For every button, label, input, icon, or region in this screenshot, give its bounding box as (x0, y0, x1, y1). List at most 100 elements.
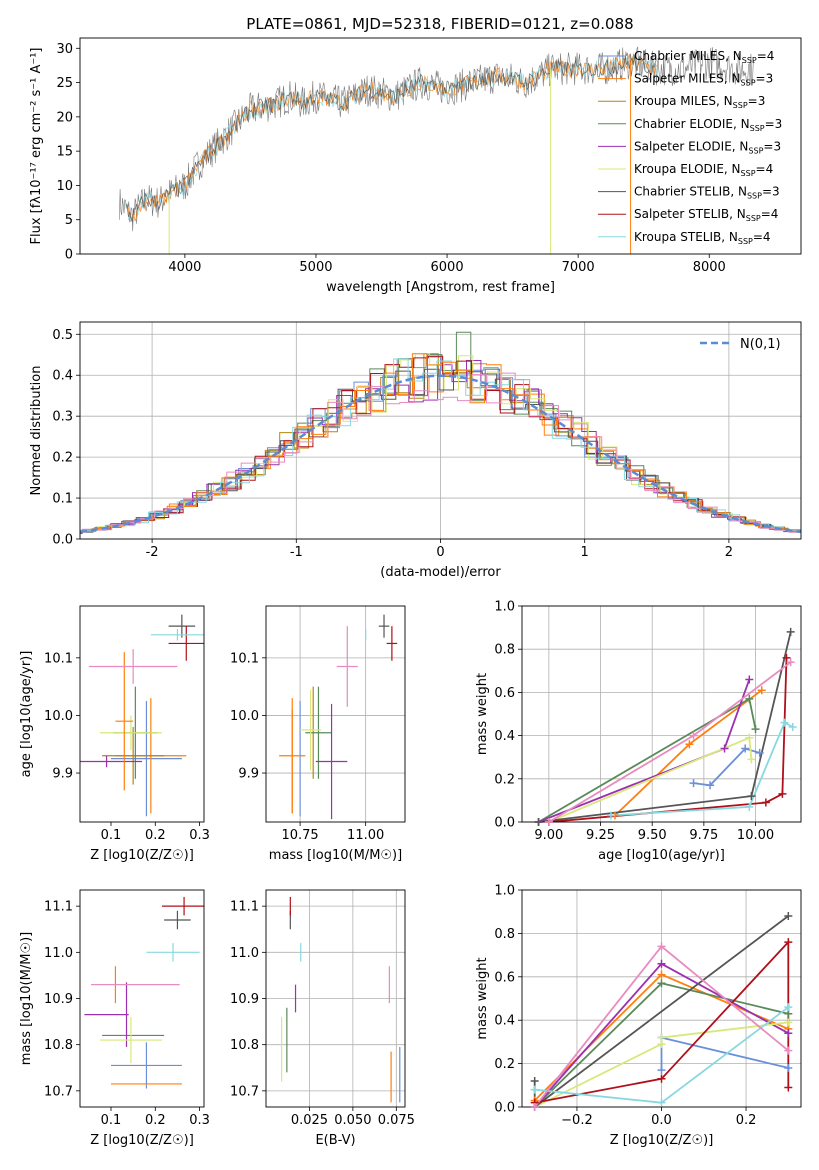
weight-point-marker (761, 798, 770, 807)
x-tick-label: 9.00 (534, 828, 563, 843)
x-axis-label: E(B-V) (315, 1133, 355, 1148)
y-tick-label: 0.2 (494, 772, 515, 787)
weight-point-marker (784, 1046, 793, 1055)
y-tick-label: 0.2 (52, 451, 73, 466)
x-axis-label: (data-model)/error (380, 565, 501, 580)
y-tick-label: 5 (65, 213, 73, 228)
plot-area (538, 631, 794, 822)
axes-frame (265, 889, 406, 1108)
y-axis-label: mass weight (475, 673, 490, 755)
x-axis-label: mass [log10(M/M☉)] (269, 848, 402, 863)
x-tick-label: 0.050 (334, 1113, 371, 1128)
y-tick-label: 10 (56, 179, 73, 194)
weight-point-marker (657, 1033, 666, 1042)
weight-point-marker (784, 938, 793, 947)
weight-point-marker (685, 740, 694, 749)
legend-subscript: SSP (741, 169, 756, 178)
weight-series-line (548, 661, 792, 822)
legend-label: Salpeter ELODIE, NSSP=3 (634, 139, 781, 155)
model-spectrum-line (125, 55, 657, 223)
x-tick-label: 0.3 (189, 828, 210, 843)
y-tick-label: 11.0 (44, 946, 73, 961)
axes-frame (265, 605, 406, 823)
weight-point-marker (788, 722, 797, 731)
plot-area (80, 331, 801, 535)
weight-point-marker (534, 818, 543, 826)
x-tick-label: 0.075 (378, 1113, 415, 1128)
legend-subscript: SSP (747, 192, 762, 201)
weight-point-marker (657, 959, 666, 968)
x-tick-label: 2 (725, 545, 733, 560)
weight-point-marker (784, 1003, 793, 1012)
legend-subscript: SSP (738, 237, 753, 246)
model-spectrum-line (125, 54, 658, 222)
y-tick-label: 0 (65, 248, 73, 263)
weight-point-marker (786, 627, 795, 636)
weight-point-marker (720, 744, 729, 753)
weight-point-marker (745, 802, 754, 811)
y-axis-label: Normed distribution (29, 366, 44, 496)
x-tick-label: 10.00 (737, 828, 774, 843)
y-tick-label: 9.9 (238, 767, 259, 782)
x-tick-label: 0.2 (145, 828, 166, 843)
axes-frame (521, 605, 802, 823)
x-tick-label: 8000 (693, 260, 726, 275)
legend-label: Chabrier ELODIE, NSSP=3 (634, 117, 782, 133)
y-tick-label: 10.9 (230, 992, 259, 1007)
x-tick-label: 9.25 (586, 828, 615, 843)
y-tick-label: 1.0 (494, 884, 515, 899)
y-tick-label: 30 (56, 42, 73, 57)
x-axis-label: age [log10(age/yr)] (598, 848, 725, 863)
x-tick-label: −0.2 (561, 1113, 593, 1128)
y-tick-label: 20 (56, 110, 73, 125)
y-axis-label: Flux [fλ10⁻¹⁷ erg cm⁻² s⁻¹ A⁻¹] (29, 48, 44, 245)
weight-point-marker (657, 970, 666, 979)
histogram-series (80, 355, 801, 534)
plot-residual_histogram: -2 -1 0 1 2 0.0 0.1 0.2 0.3 0.4 0.5 (data-model)/er… (29, 321, 802, 580)
x-tick-label: 5000 (299, 260, 332, 275)
weight-series-line (538, 697, 757, 822)
x-tick-label: 0 (436, 545, 444, 560)
y-tick-label: 10.9 (44, 992, 73, 1007)
y-tick-label: 9.9 (52, 767, 73, 782)
y-tick-label: 0.8 (494, 643, 515, 658)
weight-point-marker (741, 744, 750, 753)
y-tick-label: 0.2 (494, 1057, 515, 1072)
plot-area (80, 614, 204, 817)
weight-point-marker (757, 686, 766, 695)
weight-series-line (693, 747, 760, 787)
x-axis-label: wavelength [Angstrom, rest frame] (326, 280, 555, 295)
legend-value: =4 (753, 230, 771, 244)
y-tick-label: 10.1 (44, 651, 73, 666)
x-tick-label: 4000 (168, 260, 201, 275)
weight-point-marker (689, 779, 698, 788)
x-tick-label: 0.2 (145, 1113, 166, 1128)
x-axis-label: Z [log10(Z/Z☉)] (610, 1133, 714, 1148)
y-tick-label: 0.0 (494, 816, 515, 831)
legend-value: =3 (763, 139, 781, 153)
weight-point-marker (784, 1063, 793, 1072)
legend-value: =4 (756, 162, 774, 176)
legend-label: N(0,1) (740, 337, 781, 352)
x-tick-label: 1 (581, 545, 589, 560)
plot-spectrum: 4000 5000 6000 7000 8000 0 5 10 15 20 25 30 waveleng… (29, 37, 802, 295)
legend-value: =4 (761, 207, 779, 221)
weight-point-marker (745, 694, 754, 703)
y-tick-label: 0.6 (494, 686, 515, 701)
y-tick-label: 0.8 (494, 927, 515, 942)
weight-series-line (610, 721, 794, 817)
weight-series-line (538, 631, 792, 822)
legend-subscript: SSP (741, 79, 756, 88)
y-tick-label: 10.7 (44, 1084, 73, 1099)
plot-mass_vs_EBV: 0.025 0.050 0.075 10.7 10.8 10.9 11.0 11.1 E(B-V… (230, 889, 415, 1148)
figure-title: PLATE=0861, MJD=52318, FIBERID=0121, z=0… (246, 15, 633, 33)
legend-label: Chabrier MILES, NSSP=4 (634, 49, 774, 65)
axes-frame (79, 37, 802, 255)
weight-point-marker (778, 789, 787, 798)
y-tick-label: 10.8 (44, 1038, 73, 1053)
legend-value: =4 (757, 49, 775, 63)
x-tick-label: 9.75 (689, 828, 718, 843)
axes-frame (79, 321, 802, 540)
y-tick-label: 0.4 (494, 729, 515, 744)
